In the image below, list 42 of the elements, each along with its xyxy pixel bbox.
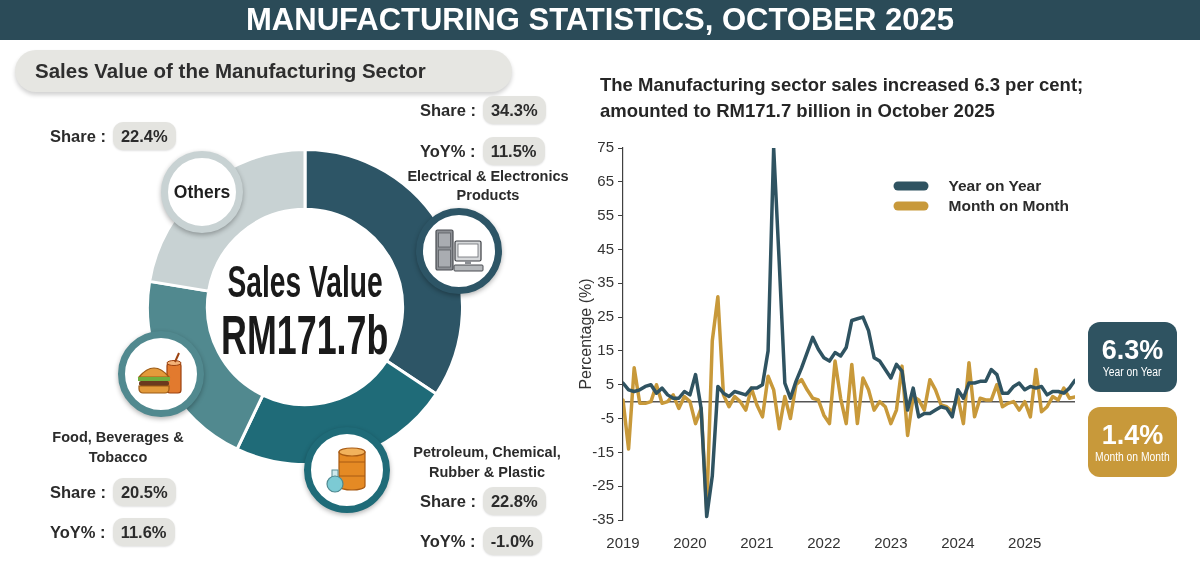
y-tick-label: 35 (597, 273, 614, 291)
x-tick-label: 2021 (740, 534, 774, 552)
y-tick-label: 65 (597, 171, 614, 189)
y-tick-label: -35 (592, 510, 614, 528)
value-card: 6.3% Year on Year (1088, 322, 1177, 392)
y-tick-label: 75 (597, 138, 614, 156)
data-label: Share : 22.8% (420, 490, 539, 512)
x-tick-label: 2024 (941, 534, 975, 552)
x-tick-label: 2025 (1008, 534, 1042, 552)
legend-label: Month on Month (948, 197, 1070, 215)
text: YoY% : 11.5% (420, 140, 538, 162)
text: Sales Value (227, 257, 383, 306)
y-tick-label: 25 (597, 307, 614, 325)
text: YoY% : 11.6% (50, 521, 168, 543)
slice-label: Electrical & Electronics Products (407, 168, 569, 203)
x-tick-label: 2019 (606, 534, 640, 552)
x-tick-label: 2020 (673, 534, 707, 552)
value-card: 1.4% Month on Month (1088, 407, 1177, 477)
title-banner: MANUFACTURING STATISTICS, OCTOBER 2025 (0, 0, 1200, 40)
y-tick-label: -15 (592, 442, 614, 460)
y-tick-label: 5 (605, 374, 614, 392)
chart-title: The Manufacturing sector sales increased 6.3 per cent; amounted to RM171.7 billion in October 2025 (600, 74, 1084, 121)
y-tick-label: 45 (597, 239, 614, 257)
text: YoY% : -1.0% (420, 530, 535, 552)
data-label: Share : 22.4% (50, 125, 169, 147)
slice-label: Petroleum, Chemical, Rubber & Plastic (413, 444, 561, 480)
y-tick-label: 55 (597, 205, 614, 223)
slice-label: Food, Beverages & Tobacco (52, 429, 184, 465)
chart-title: MANUFACTURING STATISTICS, OCTOBER 2025 (246, 2, 954, 37)
chart-subtitle: Sales Value of the Manufacturing Sector (35, 59, 426, 83)
legend-label: Year on Year (948, 177, 1042, 195)
data-label: Share : 34.3% (420, 99, 539, 121)
heading-pill: Sales Value of the Manufacturing Sector (15, 50, 512, 92)
y-tick-label: -25 (592, 476, 614, 494)
x-tick-label: 2023 (874, 534, 908, 552)
x-tick-label: 2022 (807, 534, 841, 552)
y-axis-title: Percentage (%) (577, 278, 595, 390)
text: RM171.7b (221, 303, 389, 366)
data-label: Share : 20.5% (50, 481, 169, 503)
y-tick-label: 15 (597, 341, 614, 359)
slice-label: Others (173, 181, 231, 203)
y-tick-label: -5 (600, 408, 614, 426)
